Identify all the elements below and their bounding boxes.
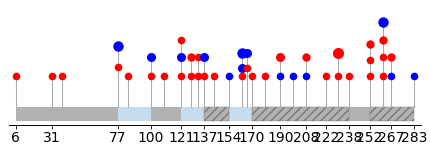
Bar: [204, 107, 229, 121]
Bar: [118, 107, 151, 121]
Bar: [252, 107, 350, 121]
Bar: [252, 107, 350, 121]
Bar: [370, 107, 414, 121]
Bar: [370, 107, 414, 121]
Bar: [16, 107, 414, 121]
Bar: [204, 107, 229, 121]
Bar: [229, 107, 252, 121]
Bar: [181, 107, 204, 121]
